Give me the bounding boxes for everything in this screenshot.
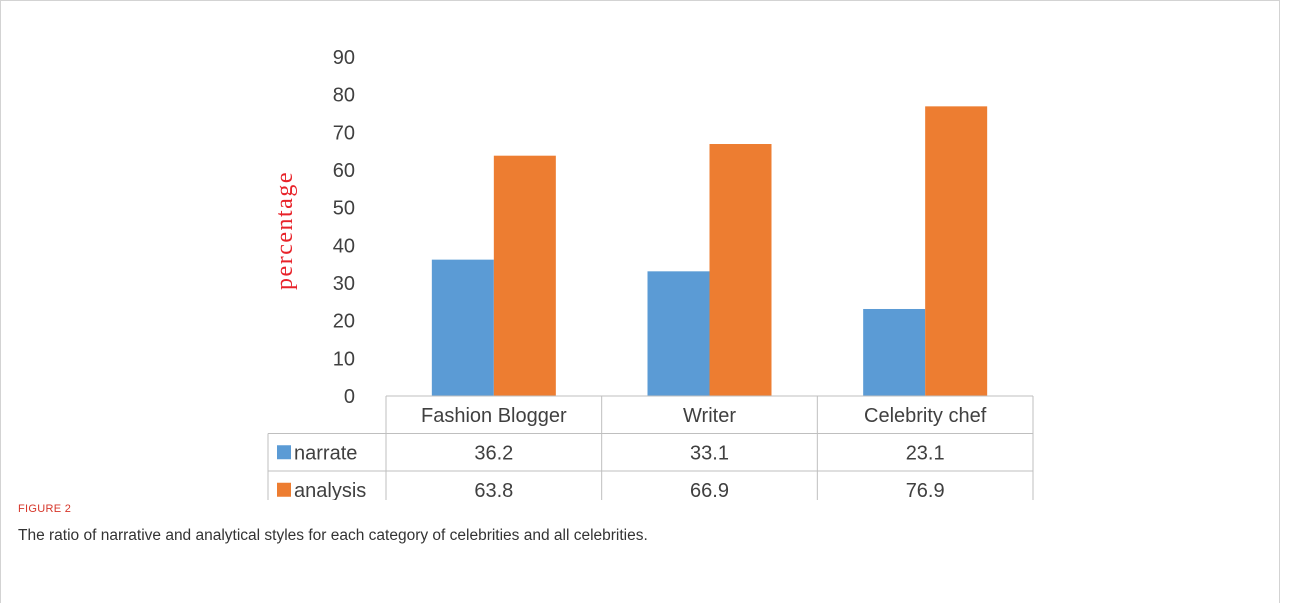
y-tick-label: 70	[333, 122, 355, 144]
bar-chart: 0 10 20 30 40 50 60 70 80 90 percentage Fashion Blo…	[267, 47, 1034, 500]
data-label-analysis: 66.9	[690, 480, 729, 500]
data-label-narrate: 23.1	[906, 442, 945, 464]
bar-narrate	[647, 271, 710, 396]
y-tick-label: 10	[333, 348, 355, 370]
data-label-analysis: 63.8	[474, 480, 513, 500]
y-tick-label: 30	[333, 273, 355, 295]
figure-label: FIGURE 2	[18, 503, 72, 515]
y-tick-label: 0	[344, 386, 355, 408]
data-label-narrate: 36.2	[474, 442, 513, 464]
legend-label-analysis: analysis	[294, 480, 366, 500]
y-tick-label: 20	[333, 311, 355, 333]
y-axis-label: percentage	[272, 171, 298, 290]
bar-analysis	[925, 106, 988, 397]
category-label: Fashion Blogger	[421, 405, 567, 427]
bar-narrate	[863, 308, 926, 396]
bar-narrate	[431, 259, 494, 396]
y-tick-label: 80	[333, 85, 355, 107]
category-label: Celebrity chef	[864, 405, 987, 427]
y-tick-label: 60	[333, 160, 355, 182]
legend-key-narrate	[277, 445, 291, 460]
figure-caption: The ratio of narrative and analytical st…	[18, 527, 648, 544]
category-label: Writer	[683, 405, 736, 427]
legend-label-narrate: narrate	[294, 442, 357, 464]
y-tick-label: 90	[333, 47, 355, 69]
bar-analysis	[709, 144, 772, 396]
data-label-narrate: 33.1	[690, 442, 729, 464]
y-tick-label: 50	[333, 198, 355, 220]
data-label-analysis: 76.9	[906, 480, 945, 500]
legend-key-analysis	[277, 482, 291, 497]
bar-analysis	[493, 155, 556, 396]
y-tick-label: 40	[333, 235, 355, 257]
